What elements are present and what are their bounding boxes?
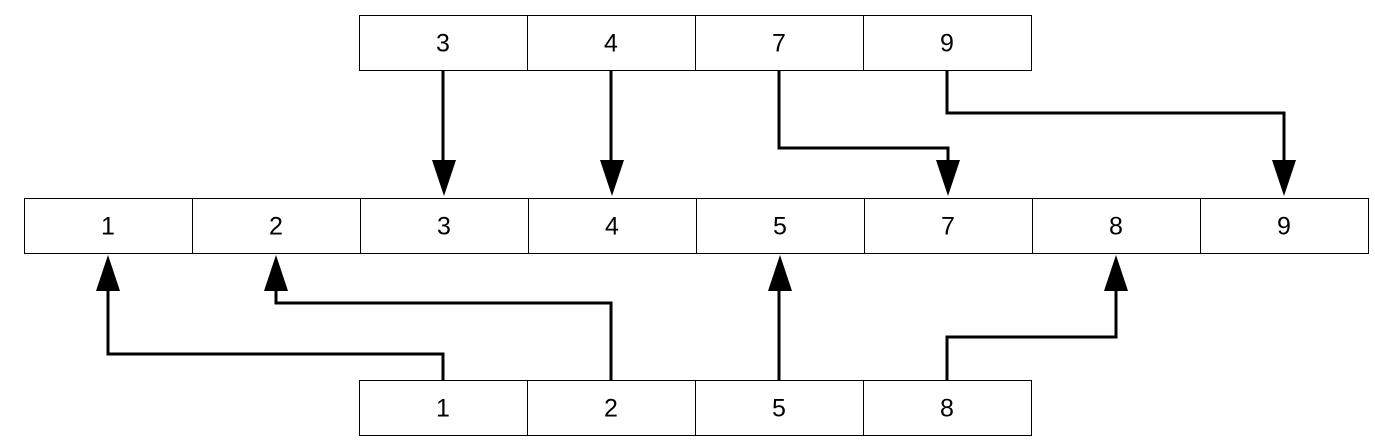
arrow-head-icon (432, 160, 456, 196)
bottom-array-cell: 8 (863, 380, 1032, 436)
arrow-head-icon (768, 255, 792, 291)
arrow-head-icon (264, 255, 288, 291)
cell-value: 2 (604, 395, 618, 423)
merged-array-cell: 8 (1032, 198, 1201, 254)
top-array-cell: 9 (863, 15, 1032, 71)
connector-line (945, 291, 1118, 380)
arrows-layer (96, 70, 1296, 380)
cell-value: 7 (941, 213, 955, 241)
cell-value: 5 (772, 395, 786, 423)
connector-arrow (432, 70, 456, 196)
connector-arrow (945, 70, 1296, 196)
cell-value: 4 (604, 30, 618, 58)
top-array: 3 4 7 9 (359, 15, 1032, 71)
top-array-cell: 4 (527, 15, 696, 71)
arrow-head-icon (936, 160, 960, 196)
bottom-array-cell: 2 (527, 380, 696, 436)
bottom-array-cell: 1 (359, 380, 528, 436)
top-array-cell: 7 (695, 15, 864, 71)
merged-array-cell: 4 (528, 198, 697, 254)
merged-array-cell: 5 (696, 198, 865, 254)
connector-line (945, 70, 1286, 160)
connector-arrow (600, 70, 624, 196)
bottom-array: 1 2 5 8 (359, 380, 1032, 436)
merged-array-cell: 3 (360, 198, 529, 254)
arrow-head-icon (1104, 255, 1128, 291)
connector-arrow (264, 255, 613, 380)
cell-value: 1 (101, 213, 115, 241)
connector-line (777, 70, 950, 160)
cell-value: 3 (437, 213, 451, 241)
arrow-head-icon (1272, 160, 1296, 196)
merged-array-cell: 2 (192, 198, 361, 254)
connector-line (106, 291, 445, 380)
merged-array-cell: 1 (24, 198, 193, 254)
bottom-array-cell: 5 (695, 380, 864, 436)
cell-value: 7 (772, 30, 786, 58)
connector-line (274, 291, 613, 380)
cell-value: 8 (1109, 213, 1123, 241)
cell-value: 5 (773, 213, 787, 241)
connector-arrow (945, 255, 1128, 380)
merged-array: 1 2 3 4 5 7 8 9 (24, 198, 1369, 254)
arrow-head-icon (96, 255, 120, 291)
connector-arrow (777, 70, 960, 196)
merged-array-cell: 9 (1200, 198, 1369, 254)
top-array-cell: 3 (359, 15, 528, 71)
cell-value: 2 (269, 213, 283, 241)
cell-value: 4 (605, 213, 619, 241)
cell-value: 3 (436, 30, 450, 58)
connector-arrow (768, 255, 792, 380)
merged-array-cell: 7 (864, 198, 1033, 254)
arrow-head-icon (600, 160, 624, 196)
connector-arrow (96, 255, 445, 380)
cell-value: 1 (436, 395, 450, 423)
cell-value: 8 (940, 395, 954, 423)
cell-value: 9 (1277, 213, 1291, 241)
cell-value: 9 (940, 30, 954, 58)
